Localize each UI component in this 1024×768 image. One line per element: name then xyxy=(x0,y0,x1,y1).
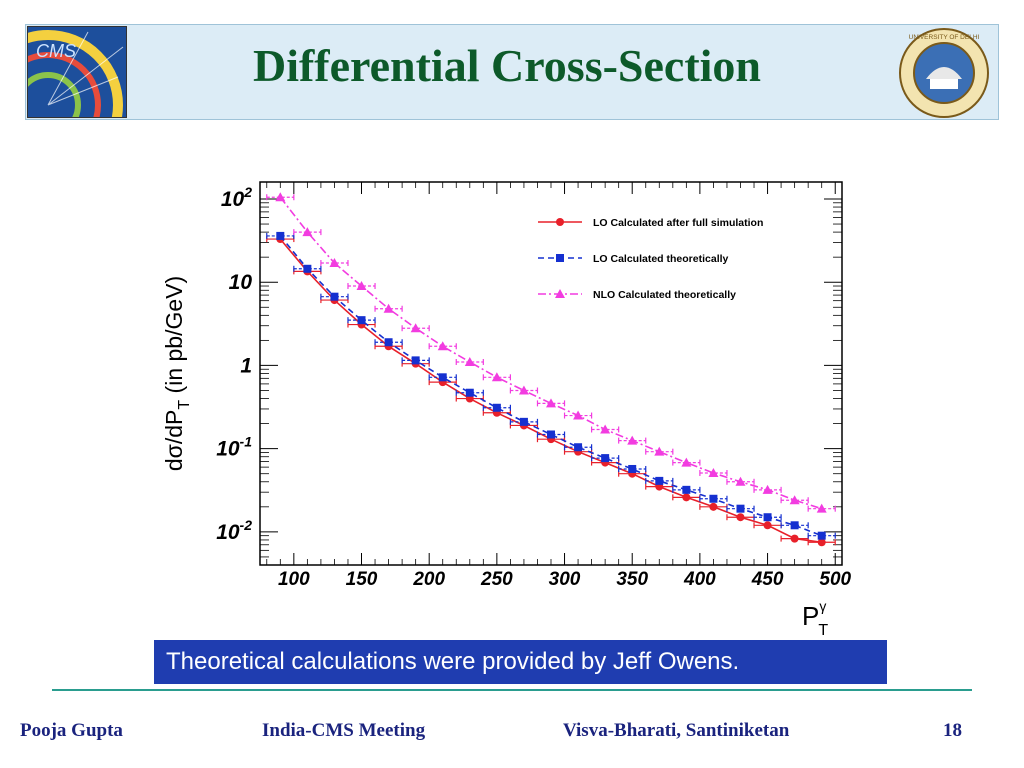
x-tick-label: 300 xyxy=(549,569,581,590)
data-point xyxy=(627,435,638,445)
y-tick-label: 10-1 xyxy=(216,434,252,461)
y-axis-label: dσ/dPT (in pb/GeV) xyxy=(161,276,193,471)
data-point xyxy=(383,303,394,313)
data-point xyxy=(547,430,555,439)
data-point xyxy=(518,385,529,395)
cross-section-chart: 100 150 200 250 300 350 400 450 500 10-2 10-1 1 10 10… xyxy=(140,170,855,640)
data-point xyxy=(357,316,366,325)
legend-label: LO Calculated after full simulation xyxy=(593,217,763,229)
data-point xyxy=(763,513,772,522)
data-point xyxy=(628,464,637,473)
cms-logo-text: CMS xyxy=(36,41,76,61)
footer-divider xyxy=(52,689,972,691)
data-point xyxy=(682,493,691,502)
callout-box: Theoretical calculations were provided b… xyxy=(154,640,887,684)
data-point xyxy=(330,292,339,301)
footer-meeting: India-CMS Meeting xyxy=(262,720,426,741)
data-point xyxy=(356,281,367,291)
data-point xyxy=(329,258,340,268)
slide-title: Differential Cross-Section xyxy=(252,40,762,91)
data-point xyxy=(708,467,719,477)
data-point xyxy=(275,192,286,202)
data-point xyxy=(790,521,799,530)
series-line-2 xyxy=(279,235,822,537)
chart-svg: 100 150 200 250 300 350 400 450 500 10-2 10-1 1 10 10… xyxy=(161,181,852,639)
y-tick-label: 10-2 xyxy=(216,517,252,544)
slide-header: CMS Differential Cross-Section UNIVERSIT… xyxy=(25,24,999,120)
legend-marker xyxy=(555,289,565,298)
data-point xyxy=(276,231,285,240)
data-point xyxy=(681,457,692,467)
data-point xyxy=(601,454,610,463)
x-tick-label: 100 xyxy=(278,569,310,590)
data-point xyxy=(790,534,799,543)
y-tick-label: 102 xyxy=(221,184,252,211)
series-line-3 xyxy=(279,196,822,510)
page-number: 18 xyxy=(943,720,962,741)
x-axis-label: Pγ T xyxy=(802,598,828,639)
data-point xyxy=(600,424,611,434)
data-point xyxy=(763,521,772,530)
data-point xyxy=(574,443,583,452)
x-tick-label: 500 xyxy=(819,569,851,590)
data-point xyxy=(437,341,448,351)
data-point xyxy=(735,476,746,486)
legend-marker xyxy=(556,254,564,262)
x-tick-label: 400 xyxy=(683,569,716,590)
data-point xyxy=(682,485,691,494)
data-point xyxy=(654,446,665,456)
data-point xyxy=(817,531,826,540)
x-tick-label: 150 xyxy=(346,569,378,590)
data-point xyxy=(655,476,664,485)
cms-logo: CMS xyxy=(27,26,127,118)
x-tick-label: 450 xyxy=(751,569,784,590)
data-point xyxy=(438,373,447,382)
data-point xyxy=(519,417,528,426)
footer-venue: Visva-Bharati, Santiniketan xyxy=(563,720,790,741)
data-point xyxy=(736,513,745,522)
data-point xyxy=(762,484,773,494)
x-tick-label: 250 xyxy=(480,569,513,590)
university-seal: UNIVERSITY OF DELHI xyxy=(896,27,992,119)
legend-label: LO Calculated theoretically xyxy=(593,253,729,265)
data-point xyxy=(816,503,827,513)
data-point xyxy=(384,338,393,347)
x-tick-label: 350 xyxy=(616,569,648,590)
data-point xyxy=(464,356,475,366)
footer-author: Pooja Gupta xyxy=(20,720,123,741)
data-point xyxy=(410,323,421,333)
data-point xyxy=(411,356,420,365)
data-point xyxy=(302,227,313,237)
data-point xyxy=(546,398,556,408)
x-tick-label: 200 xyxy=(412,569,445,590)
data-point xyxy=(709,502,718,511)
plot-frame xyxy=(259,181,843,566)
data-point xyxy=(491,372,502,382)
data-point xyxy=(736,504,745,513)
y-tick-label: 10 xyxy=(229,271,253,294)
legend-marker xyxy=(556,218,564,226)
data-point xyxy=(492,403,501,412)
university-seal-text: UNIVERSITY OF DELHI xyxy=(909,34,980,41)
data-point xyxy=(465,388,474,397)
data-point xyxy=(789,495,800,505)
data-point xyxy=(573,410,584,420)
data-point xyxy=(303,264,312,273)
legend-label: NLO Calculated theoretically xyxy=(593,289,736,301)
data-point xyxy=(817,538,826,547)
y-tick-label: 1 xyxy=(240,354,252,377)
data-point xyxy=(709,494,718,503)
